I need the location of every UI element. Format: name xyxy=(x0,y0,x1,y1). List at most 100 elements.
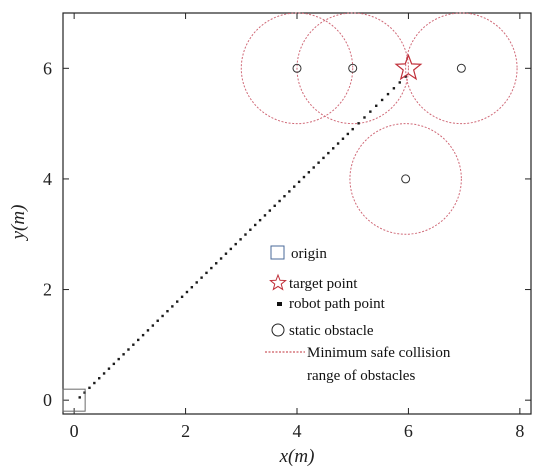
path-point xyxy=(263,214,267,217)
path-point xyxy=(392,87,396,90)
target-marker xyxy=(394,53,423,81)
axis-ticks xyxy=(63,13,531,414)
path-point xyxy=(341,137,345,140)
path-point xyxy=(327,151,330,155)
x-tick-label: 8 xyxy=(515,421,524,441)
safe-range-circles xyxy=(240,12,518,235)
path-point xyxy=(132,343,135,346)
y-tick-label: 0 xyxy=(43,390,52,410)
path-point xyxy=(88,386,91,390)
path-point xyxy=(200,276,203,279)
path-point xyxy=(369,110,372,113)
path-point xyxy=(302,175,306,179)
legend-path-label: robot path point xyxy=(289,296,386,312)
path-point xyxy=(283,195,286,198)
y-tick-label: 2 xyxy=(43,280,52,300)
x-tick-label: 6 xyxy=(404,421,413,441)
legend-target-label: target point xyxy=(289,276,358,292)
path-point xyxy=(398,81,401,84)
legend-safe-range-label-line2: range of obstacles xyxy=(307,368,415,384)
path-point xyxy=(322,156,325,160)
robot-path xyxy=(78,75,407,399)
y-tick-label: 4 xyxy=(43,169,52,189)
path-point xyxy=(229,247,233,251)
obstacle-point xyxy=(292,63,302,73)
y-axis-label: y(m) xyxy=(8,205,29,242)
path-point xyxy=(278,199,281,203)
path-point xyxy=(288,190,291,193)
obstacle-point xyxy=(456,63,466,73)
path-point xyxy=(346,132,350,136)
path-point xyxy=(363,116,366,119)
obstacle-point xyxy=(348,63,358,73)
obstacle-markers xyxy=(292,63,466,184)
legend-path-dot-icon xyxy=(277,302,282,306)
path-point xyxy=(380,98,384,102)
origin-marker xyxy=(62,388,86,412)
path-point xyxy=(112,362,116,366)
path-point xyxy=(93,381,96,385)
obstacle-point xyxy=(401,174,411,184)
path-point xyxy=(234,242,237,246)
path-point xyxy=(317,161,320,164)
legend-obstacle-circle-icon xyxy=(271,323,285,337)
path-point xyxy=(107,367,111,370)
path-point xyxy=(190,286,194,289)
path-point xyxy=(146,329,150,332)
y-tick-label: 6 xyxy=(43,58,52,78)
legend-target-star-icon xyxy=(269,273,287,291)
path-point xyxy=(171,305,174,308)
path-point xyxy=(185,290,189,294)
path-point xyxy=(268,209,272,212)
path-point xyxy=(273,204,276,207)
path-point xyxy=(83,391,86,394)
path-point xyxy=(161,314,164,318)
path-point xyxy=(102,372,106,375)
legend-obstacle-label: static obstacle xyxy=(289,323,374,339)
path-point xyxy=(332,147,335,150)
path-point xyxy=(156,319,159,322)
path-point xyxy=(404,75,407,78)
path-point xyxy=(357,122,360,125)
path-point xyxy=(122,353,125,356)
x-axis-label: x(m) xyxy=(279,446,315,467)
path-point xyxy=(205,271,208,275)
safe-range-circle xyxy=(240,12,354,125)
legend-origin-label: origin xyxy=(291,246,327,262)
path-point xyxy=(180,295,184,299)
path-point xyxy=(176,300,179,303)
path-point xyxy=(293,185,296,188)
path-point xyxy=(351,127,354,131)
path-point xyxy=(141,333,145,337)
path-point xyxy=(210,266,213,270)
origin-square xyxy=(62,388,86,412)
x-tick-label: 4 xyxy=(293,421,302,441)
path-point xyxy=(224,252,228,255)
safe-range-circle xyxy=(296,12,409,125)
x-tick-label: 0 xyxy=(70,421,79,441)
path-point xyxy=(386,92,390,96)
path-point xyxy=(195,281,198,284)
legend: origin target point robot path point sta… xyxy=(265,245,451,384)
legend-origin-square-icon xyxy=(270,245,285,260)
path-point xyxy=(249,228,252,231)
path-point xyxy=(137,338,140,342)
path-point xyxy=(307,171,311,174)
y-tick-labels: 0 2 4 6 xyxy=(43,58,52,410)
path-point xyxy=(239,238,242,241)
path-point xyxy=(312,166,315,169)
path-point xyxy=(258,218,262,222)
path-point xyxy=(297,180,301,184)
x-tick-labels: 0 2 4 6 8 xyxy=(70,421,525,441)
legend-safe-range-label-line1: Minimum safe collision xyxy=(307,345,451,361)
path-point xyxy=(166,309,169,313)
x-tick-label: 2 xyxy=(181,421,190,441)
path-point xyxy=(117,357,120,361)
safe-range-circle xyxy=(349,123,462,235)
path-point xyxy=(254,223,257,227)
path-point xyxy=(215,262,218,265)
target-star xyxy=(394,53,423,81)
path-point xyxy=(375,104,378,107)
path-point xyxy=(78,396,81,399)
